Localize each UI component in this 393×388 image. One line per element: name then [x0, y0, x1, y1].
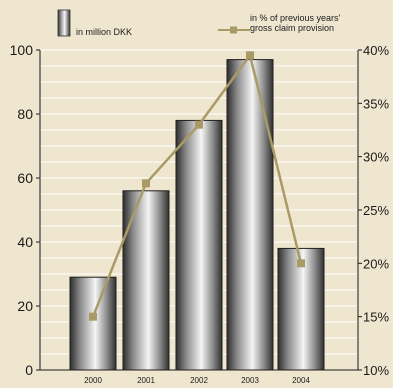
right-tick-label: 30%	[363, 150, 389, 165]
right-tick-label: 20%	[363, 256, 389, 271]
tick-labels: 0 20 40 60 80 100 10% 15% 20% 25% 30% 35% 40% 2000 200…	[10, 42, 390, 385]
x-tick-label: 2003	[241, 376, 259, 385]
left-tick-label: 60	[17, 170, 33, 186]
x-tick-label: 2004	[292, 376, 310, 385]
bar-series	[69, 59, 325, 371]
pct-marker-2000	[89, 312, 97, 321]
left-tick-label: 0	[25, 362, 33, 378]
legend-bar-swatch	[57, 9, 71, 37]
x-tick-label: 2002	[190, 376, 208, 385]
legend-line-label-1: in % of previous years'	[250, 13, 341, 23]
line-series	[89, 51, 305, 321]
bar-2004	[277, 247, 325, 371]
right-tick-label: 35%	[363, 96, 389, 111]
right-tick-label: 10%	[363, 363, 389, 378]
legend: in million DKK in % of previous years' g…	[57, 9, 341, 37]
left-tick-label: 100	[10, 42, 34, 58]
bar-2001	[122, 190, 170, 371]
right-tick-label: 25%	[363, 203, 389, 218]
pct-marker-2002	[195, 120, 203, 129]
bar-2003	[226, 59, 274, 371]
legend-line-marker	[230, 26, 237, 34]
left-tick-label: 40	[17, 234, 33, 250]
x-tick-label: 2000	[84, 376, 102, 385]
bar-2000	[69, 276, 117, 371]
left-tick-label: 80	[17, 106, 33, 122]
x-tick-label: 2001	[137, 376, 155, 385]
left-tick-label: 20	[17, 298, 33, 314]
legend-bar-label: in million DKK	[76, 27, 132, 37]
pct-marker-2003	[246, 51, 254, 60]
pct-marker-2004	[297, 259, 305, 268]
right-tick-label: 15%	[363, 310, 389, 325]
bar-2002	[175, 119, 223, 371]
right-tick-label: 40%	[363, 43, 389, 58]
legend-line-label-2: gross claim provision	[250, 23, 334, 33]
pct-marker-2001	[142, 179, 150, 188]
